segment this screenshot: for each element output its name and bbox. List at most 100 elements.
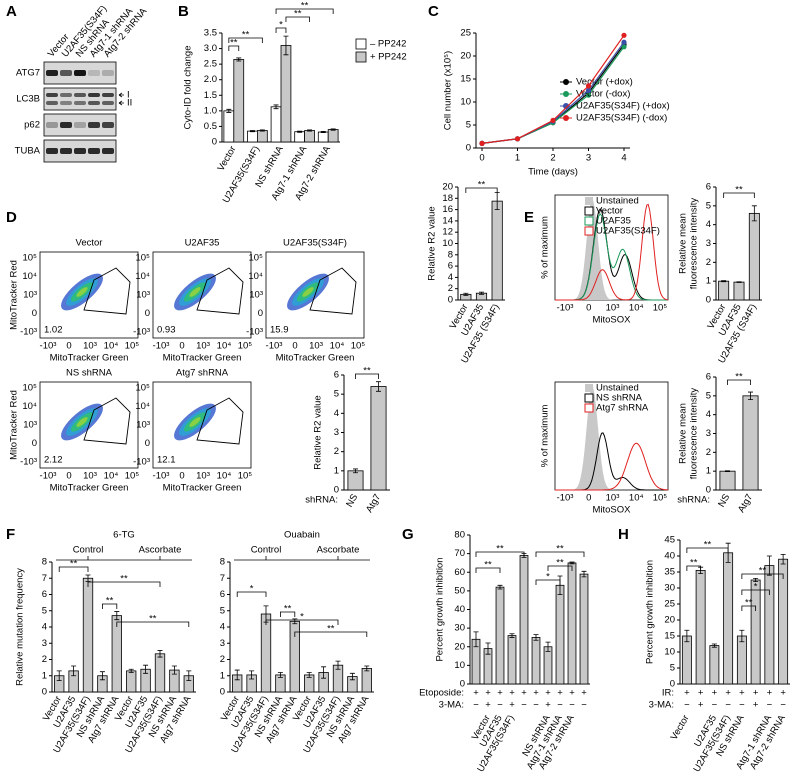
significance-bracket: [475, 567, 501, 573]
blot-band: [60, 122, 72, 128]
point: [514, 136, 521, 142]
bar: [695, 570, 706, 685]
blot-row-label: LC3B: [16, 94, 40, 105]
significance-bracket: [535, 579, 561, 585]
bar: [736, 635, 747, 685]
bar: [709, 645, 720, 685]
treatment-label: Etoposide:: [419, 688, 464, 699]
flow-y-tick-label: 10⁴: [248, 271, 263, 282]
y-tick-label: 5: [706, 200, 711, 211]
blot-band: [60, 101, 72, 105]
y-tick-label: 0: [212, 137, 217, 148]
flow-gate: [196, 397, 244, 445]
flow-gate-value: 2.12: [44, 455, 63, 466]
treatment-sign: +: [485, 688, 491, 699]
y-tick-label: 0: [670, 679, 675, 690]
y-tick-label: 1: [334, 465, 339, 476]
chart-title: Ouabain: [284, 530, 320, 541]
significance-bracket: [285, 16, 310, 22]
error-bar: [171, 665, 177, 675]
bar: [567, 562, 577, 685]
significance: **: [70, 559, 78, 570]
point: [621, 44, 627, 50]
hist-x-tick-label: 10³: [606, 303, 620, 314]
bar: [126, 670, 137, 693]
treatment-sign: +: [509, 688, 515, 699]
y-axis-label: Relative meanfluorescence intensity: [677, 388, 699, 480]
flow-y-tick-label: -10³: [133, 327, 150, 338]
legend-label: – PP242: [370, 39, 406, 50]
y-axis-label: Percent growth inhibition: [645, 560, 656, 664]
treatment-sign: −: [739, 700, 745, 711]
significance: **: [149, 614, 157, 625]
significance: **: [556, 558, 564, 569]
significance: **: [556, 544, 564, 555]
flow-y-tick-label: -10³: [20, 327, 37, 338]
y-tick-label: 45: [664, 535, 675, 546]
y-tick-label: 5: [334, 389, 339, 400]
significance-bracket: [280, 611, 296, 617]
flow-x-tick-label: -10³: [40, 341, 57, 352]
y-tick-label: 16: [442, 204, 453, 215]
flow-y-tick-label: 10⁵: [135, 383, 150, 394]
treatment-sign: +: [698, 700, 704, 711]
blot-band: [102, 122, 114, 128]
bar: [764, 565, 775, 685]
flow-y-tick-label: -10³: [20, 457, 37, 468]
flow-title: Atg7 shRNA: [176, 368, 229, 379]
treatment-sign: +: [684, 688, 690, 699]
y-axis-label: Relative R2 value: [427, 206, 438, 280]
blot-band: [74, 101, 86, 105]
x-tick-label: NS: [344, 492, 360, 509]
significance: **: [327, 624, 335, 635]
point: [585, 92, 592, 98]
error-bar: [509, 633, 515, 638]
flow-y-tick-label: -10³: [133, 457, 150, 468]
x-tick-label: NS: [716, 492, 732, 509]
error-bar: [226, 108, 232, 113]
treatment-sign: +: [485, 700, 491, 711]
y-tick-label: 6: [706, 182, 711, 193]
y-tick-label: 60: [454, 567, 465, 578]
flow-y-tick-label: 10⁴: [135, 401, 150, 412]
significance: **: [484, 560, 492, 571]
band-arrow: [118, 100, 124, 106]
significance: **: [106, 596, 114, 607]
error-bar: [85, 574, 91, 582]
panel-label: C: [428, 3, 439, 20]
hist-y-label: % of maximum: [540, 405, 551, 468]
bar: [233, 59, 245, 143]
blot-band: [46, 101, 58, 105]
y-tick-label: 20: [454, 641, 465, 652]
significance-bracket: [727, 379, 751, 385]
treatment-sign: +: [473, 688, 479, 699]
group-label: Control: [73, 545, 104, 556]
legend-label: Unstained: [596, 196, 639, 207]
flow-x-tick-label: 10⁴: [330, 341, 345, 352]
flow-x-tick-label: 0: [66, 341, 71, 352]
blot-band: [102, 93, 114, 97]
legend-swatch: [585, 384, 593, 392]
blot-band: [88, 101, 100, 105]
treatment-sign: +: [780, 688, 786, 699]
bar: [681, 635, 692, 685]
y-tick-label: 50: [454, 585, 465, 596]
significance-bracket: [686, 547, 729, 553]
error-bar: [533, 634, 539, 641]
y-tick-label: 0: [706, 485, 711, 496]
y-tick-label: 20: [664, 615, 675, 626]
legend-swatch: [584, 216, 594, 226]
flow-y-tick-label: 10⁴: [22, 271, 37, 282]
y-tick-label: 25: [460, 28, 471, 39]
treatment-sign: +: [767, 688, 773, 699]
legend-label: U2AF35(S34F): [596, 226, 660, 237]
flow-x-tick-label: -10³: [40, 471, 57, 482]
error-bar: [56, 670, 62, 682]
y-tick-label: 3: [220, 638, 225, 649]
flow-x-label: MitoTracker Green: [50, 353, 129, 364]
error-bar: [748, 391, 753, 400]
error-bar: [234, 669, 240, 681]
flow-y-tick-label: 0: [258, 308, 263, 319]
flow-y-tick-label: -10³: [246, 327, 263, 338]
